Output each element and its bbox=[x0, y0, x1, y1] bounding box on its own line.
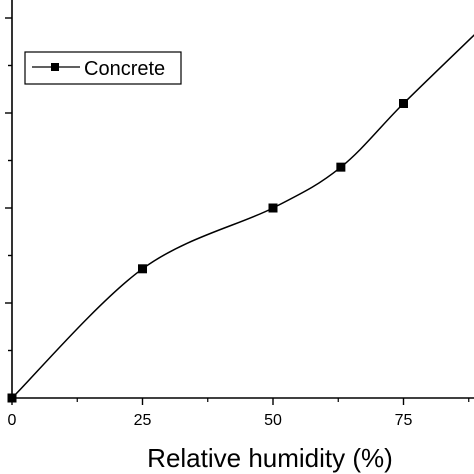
y-axis-ticks bbox=[5, 17, 12, 352]
data-point-marker bbox=[7, 393, 17, 403]
series-line bbox=[11, 34, 474, 399]
x-axis-title: Relative humidity (%) bbox=[147, 443, 393, 473]
data-point-marker bbox=[399, 99, 408, 108]
plot-frame bbox=[11, 0, 474, 399]
x-axis-ticks: 0 25 50 75 bbox=[8, 398, 470, 429]
data-point-marker bbox=[268, 203, 278, 213]
legend: Concrete bbox=[24, 51, 182, 85]
series-layer bbox=[7, 34, 474, 403]
data-point-marker bbox=[138, 264, 147, 274]
x-tick-label: 50 bbox=[264, 412, 282, 429]
x-tick-label: 75 bbox=[395, 412, 413, 429]
legend-box bbox=[24, 51, 182, 85]
legend-marker-swatch bbox=[51, 63, 59, 71]
x-tick-label: 0 bbox=[8, 412, 17, 429]
legend-label: Concrete bbox=[84, 58, 165, 80]
data-point-marker bbox=[336, 162, 346, 172]
x-tick-label: 25 bbox=[134, 412, 152, 429]
